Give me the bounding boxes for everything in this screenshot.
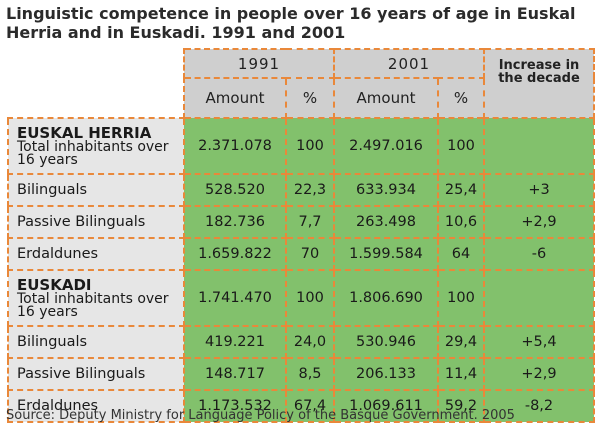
chart-title: Linguistic competence in people over 16 … [6,4,576,42]
row-label: Bilinguals [7,173,185,207]
cell-total-amount-2001: 1.806.690 [333,269,439,327]
cell-amount-1991: 419.221 [183,325,287,359]
cell-total-amount-2001: 2.497.016 [333,117,439,175]
cell-amount-1991: 1.659.822 [183,237,287,271]
table-row: Passive Bilinguals 148.717 8,5 206.133 11,4 +… [7,357,595,391]
cell-percent-1991: 24,0 [285,325,335,359]
row-label: Erdaldunes [7,237,185,271]
competence-table: 1991 2001 Increase in the decade Amount … [7,48,595,423]
cell-amount-1991: 182.736 [183,205,287,239]
cell-percent-2001: 59,2 [437,389,485,423]
header-year-1991: 1991 [183,48,335,79]
cell-percent-1991: 22,3 [285,173,335,207]
header-amount-2001: Amount [333,77,439,119]
cell-percent-1991: 67,4 [285,389,335,423]
header-year-2001: 2001 [333,48,485,79]
cell-percent-1991: 8,5 [285,357,335,391]
cell-percent-2001: 25,4 [437,173,485,207]
table-row: Erdaldunes 1.659.822 70 1.599.584 64 -6 [7,237,595,271]
cell-total-percent-1991: 100 [285,117,335,175]
cell-amount-1991: 528.520 [183,173,287,207]
header-corner [8,49,185,119]
cell-percent-2001: 64 [437,237,485,271]
table-row: Bilinguals 419.221 24,0 530.946 29,4 +5,4 [7,325,595,359]
region-name: EUSKADI [17,275,92,294]
header-percent-2001: % [437,77,485,119]
cell-amount-2001: 263.498 [333,205,439,239]
table-row-group-total: EUSKAL HERRIA Total inhabitants over 16 y… [7,117,595,175]
row-label: Passive Bilinguals [7,357,185,391]
cell-total-increase [483,269,595,327]
cell-percent-2001: 10,6 [437,205,485,239]
cell-increase: -8,2 [483,389,595,423]
cell-total-percent-1991: 100 [285,269,335,327]
cell-amount-2001: 206.133 [333,357,439,391]
cell-percent-1991: 7,7 [285,205,335,239]
row-label: Bilinguals [7,325,185,359]
table-row: Passive Bilinguals 182.736 7,7 263.498 10,6 +… [7,205,595,239]
cell-amount-2001: 1.599.584 [333,237,439,271]
cell-amount-2001: 1.069.611 [333,389,439,423]
cell-amount-1991: 1.173.532 [183,389,287,423]
table-row: Bilinguals 528.520 22,3 633.934 25,4 +3 [7,173,595,207]
cell-increase: +2,9 [483,205,595,239]
cell-percent-2001: 11,4 [437,357,485,391]
source-note: Source: Deputy Ministry for Language Pol… [6,408,515,423]
cell-percent-2001: 29,4 [437,325,485,359]
total-label: Total inhabitants over 16 years [17,290,169,320]
cell-total-increase [483,117,595,175]
total-label: Total inhabitants over 16 years [17,138,169,168]
region-name: EUSKAL HERRIA [17,123,152,142]
cell-amount-2001: 530.946 [333,325,439,359]
cell-total-percent-2001: 100 [437,269,485,327]
cell-total-amount-1991: 1.741.470 [183,269,287,327]
cell-increase: +2,9 [483,357,595,391]
cell-increase: -6 [483,237,595,271]
cell-increase: +3 [483,173,595,207]
cell-percent-1991: 70 [285,237,335,271]
row-label-region-total: EUSKAL HERRIA Total inhabitants over 16 y… [7,117,185,175]
cell-total-percent-2001: 100 [437,117,485,175]
row-label: Erdaldunes [7,389,185,423]
row-label: Passive Bilinguals [7,205,185,239]
cell-total-amount-1991: 2.371.078 [183,117,287,175]
row-label-region-total: EUSKADI Total inhabitants over 16 years [7,269,185,327]
cell-amount-2001: 633.934 [333,173,439,207]
cell-increase: +5,4 [483,325,595,359]
table-body: EUSKAL HERRIA Total inhabitants over 16 y… [7,117,595,423]
header-increase: Increase in the decade [483,48,595,119]
table-row: Erdaldunes 1.173.532 67,4 1.069.611 59,2 -8,2 [7,389,595,423]
header-amount-1991: Amount [183,77,287,119]
header-percent-1991: % [285,77,335,119]
table-row-group-total: EUSKADI Total inhabitants over 16 years 1.… [7,269,595,327]
cell-amount-1991: 148.717 [183,357,287,391]
